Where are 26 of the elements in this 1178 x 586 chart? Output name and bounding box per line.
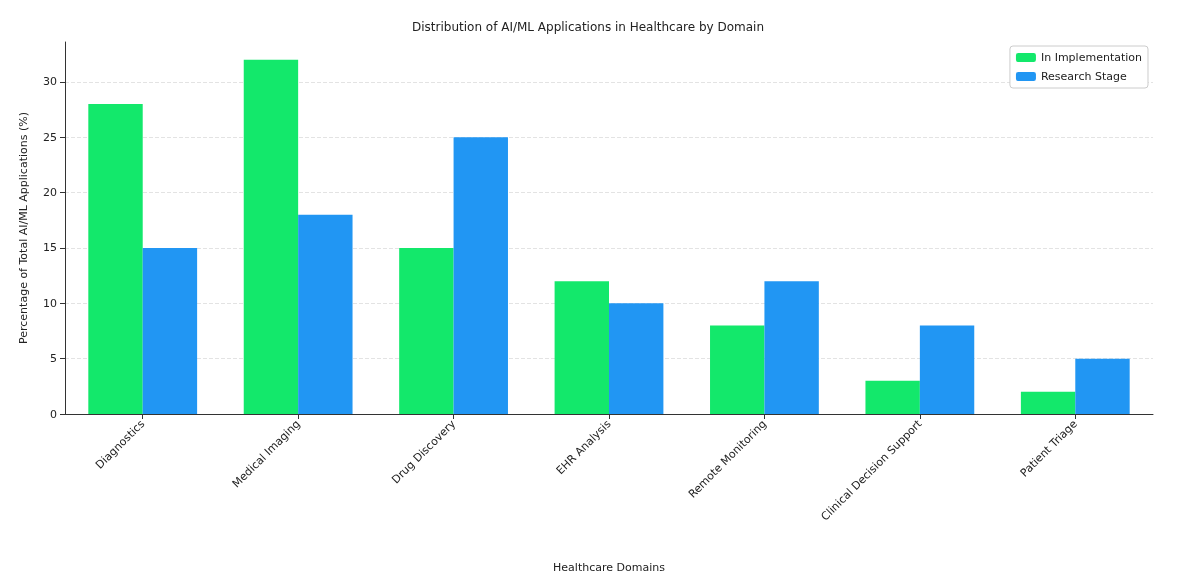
bar [554,281,609,414]
bar [710,325,765,414]
y-tick-label: 5 [50,352,57,366]
bar [399,247,454,414]
bar [142,247,198,414]
bar [298,214,353,414]
bar [1075,358,1130,414]
chart-title: Distribution of AI/ML Applications in Healthcare by Domain [411,20,765,34]
y-tick-label: 20 [43,186,57,200]
legend-label: In Implementation [1040,51,1143,64]
y-tick-label: 30 [43,75,57,89]
bar [865,380,920,414]
bar [609,303,664,414]
y-tick-label: 15 [43,241,57,255]
y-axis-title: Percentage of Total AI/ML Applications (%) [17,112,30,344]
bar [453,137,508,414]
bar [919,325,975,414]
bar [243,59,299,414]
x-axis-title: Healthcare Domains [553,561,666,574]
y-tick-label: 25 [43,130,57,144]
bar [764,281,819,414]
y-tick-label: 0 [50,407,57,421]
y-tick-label: 10 [43,296,57,310]
bar [88,104,143,414]
legend-label: Research Stage [1040,70,1127,83]
bar [1020,391,1076,414]
